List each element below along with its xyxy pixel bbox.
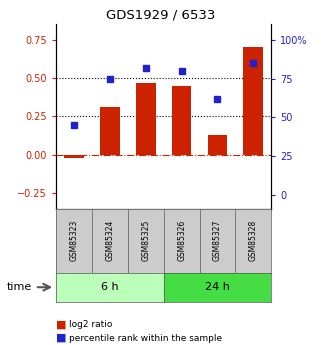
Text: GSM85324: GSM85324 xyxy=(105,220,115,261)
Text: GSM85323: GSM85323 xyxy=(70,220,79,261)
Bar xyxy=(243,47,263,155)
Bar xyxy=(136,82,156,155)
Text: percentile rank within the sample: percentile rank within the sample xyxy=(69,334,222,343)
Text: ■: ■ xyxy=(56,333,67,343)
Text: GSM85328: GSM85328 xyxy=(249,220,258,261)
Bar xyxy=(208,135,227,155)
Text: time: time xyxy=(6,282,32,292)
Text: GSM85326: GSM85326 xyxy=(177,220,186,261)
Text: log2 ratio: log2 ratio xyxy=(69,320,112,329)
Text: ■: ■ xyxy=(56,319,67,329)
Bar xyxy=(64,155,84,158)
Bar xyxy=(100,107,120,155)
Text: GDS1929 / 6533: GDS1929 / 6533 xyxy=(106,9,215,22)
Bar xyxy=(172,86,192,155)
Text: 6 h: 6 h xyxy=(101,282,119,292)
Text: 24 h: 24 h xyxy=(205,282,230,292)
Text: GSM85325: GSM85325 xyxy=(141,220,150,261)
Text: GSM85327: GSM85327 xyxy=(213,220,222,261)
